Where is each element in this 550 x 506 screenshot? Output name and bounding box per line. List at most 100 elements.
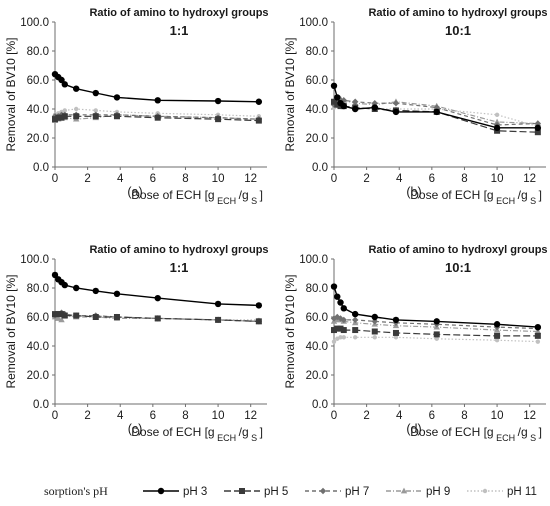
y-tick-label: 80.0 [306, 46, 328, 58]
legend-entry-ph-7: pH 7 [305, 486, 369, 498]
x-tick-label: 0 [331, 410, 337, 422]
series-line [333, 286, 538, 328]
x-tick-label: 6 [429, 173, 435, 185]
data-point [93, 108, 98, 113]
y-tick-label: 0.0 [33, 399, 49, 411]
data-point [352, 98, 359, 105]
data-point [493, 124, 501, 132]
x-tick-label: 6 [429, 410, 435, 422]
y-tick-label: 0.0 [312, 162, 328, 174]
series-line [55, 114, 259, 120]
data-point [352, 316, 359, 324]
legend-marker [319, 487, 327, 495]
data-point [334, 325, 341, 332]
data-point [371, 313, 378, 321]
x-axis-label: Dose of ECH [g ECH /g S ] [131, 425, 263, 443]
data-point [113, 290, 121, 297]
data-point [337, 325, 344, 332]
legend-entry-ph-3: pH 3 [143, 486, 207, 498]
data-point [494, 332, 501, 339]
data-point [55, 114, 62, 121]
data-point [73, 113, 80, 120]
y-tick-label: 100.0 [299, 17, 328, 29]
data-point [534, 332, 541, 339]
y-tick-label: 100.0 [20, 17, 49, 29]
data-point [392, 100, 400, 107]
data-point [255, 117, 262, 124]
y-tick-label: 20.0 [306, 370, 328, 382]
series-line [333, 105, 538, 127]
series-ph-3 [330, 82, 542, 132]
y-tick-label: 60.0 [27, 75, 49, 87]
legend-label: pH 11 [507, 486, 537, 498]
chart-panel-a: 0.0 20.0 40.0 60.0 80.0 100.0 0 2 4 6 8 10 12 Ratio o… [4, 7, 269, 206]
data-point [433, 108, 440, 116]
x-tick-label: 6 [150, 410, 156, 422]
y-tick-label: 100.0 [20, 254, 49, 266]
chart-title: Ratio of amino to hydroxyl groups [89, 244, 268, 256]
data-point [392, 316, 400, 324]
y-axis-label: Removal of BV10 [%] [283, 274, 297, 388]
data-point [330, 82, 338, 90]
chart-subtitle: 1:1 [170, 23, 189, 38]
data-point [92, 113, 99, 120]
series-ph-11 [331, 335, 541, 344]
legend-label: pH 5 [264, 486, 288, 498]
legend: sorption's pH pH 3 pH 5 pH 7 pH 9 pH 11 [44, 484, 537, 498]
data-point [113, 113, 120, 120]
data-point [92, 287, 99, 295]
panel-caption: (b) [406, 185, 421, 199]
data-point [371, 328, 378, 335]
data-point [393, 335, 399, 340]
legend-label: pH 7 [345, 486, 369, 498]
series-line [54, 108, 259, 117]
data-point [154, 315, 161, 322]
x-tick-label: 2 [84, 410, 90, 422]
y-tick-label: 80.0 [27, 46, 49, 58]
chart-subtitle: 10:1 [445, 23, 471, 38]
data-point [58, 114, 65, 121]
x-tick-label: 2 [84, 173, 90, 185]
data-point [73, 312, 80, 319]
data-point [55, 311, 62, 318]
x-tick-label: 10 [491, 410, 504, 422]
data-point [113, 94, 121, 101]
series-ph-5 [331, 325, 541, 339]
x-tick-label: 4 [117, 173, 124, 185]
data-point [52, 311, 58, 318]
x-axis-label: Dose of ECH [g ECH /g S ] [410, 188, 542, 206]
y-tick-label: 60.0 [306, 312, 328, 324]
legend-label: pH 3 [183, 486, 207, 498]
data-point [494, 338, 500, 343]
x-axis-label: Dose of ECH [g ECH /g S ] [131, 188, 263, 206]
y-tick-label: 40.0 [306, 341, 328, 353]
data-point [433, 331, 440, 338]
legend-marker [400, 487, 408, 494]
series-ph-3 [330, 283, 542, 331]
x-tick-label: 2 [363, 410, 369, 422]
x-tick-label: 12 [244, 173, 257, 185]
chart-panel-d: 0.0 20.0 40.0 60.0 80.0 100.0 0 2 4 6 8 10 12 Ratio o… [283, 244, 548, 443]
data-point [534, 124, 542, 132]
data-point [61, 113, 68, 120]
series-line [333, 316, 538, 330]
data-point [340, 327, 347, 334]
data-point [61, 81, 68, 88]
data-point [392, 329, 399, 336]
data-point [58, 311, 65, 318]
x-tick-label: 12 [523, 173, 536, 185]
data-point [338, 335, 343, 340]
data-point [392, 108, 400, 116]
data-point [493, 118, 501, 125]
y-tick-label: 20.0 [27, 370, 49, 382]
data-point [534, 323, 542, 331]
data-point [58, 316, 65, 323]
data-point [154, 114, 161, 121]
data-point [340, 102, 347, 110]
series-ph-3 [51, 71, 263, 105]
x-tick-label: 10 [212, 173, 225, 185]
x-tick-label: 2 [363, 173, 369, 185]
data-point [62, 108, 67, 113]
data-point [331, 339, 337, 344]
